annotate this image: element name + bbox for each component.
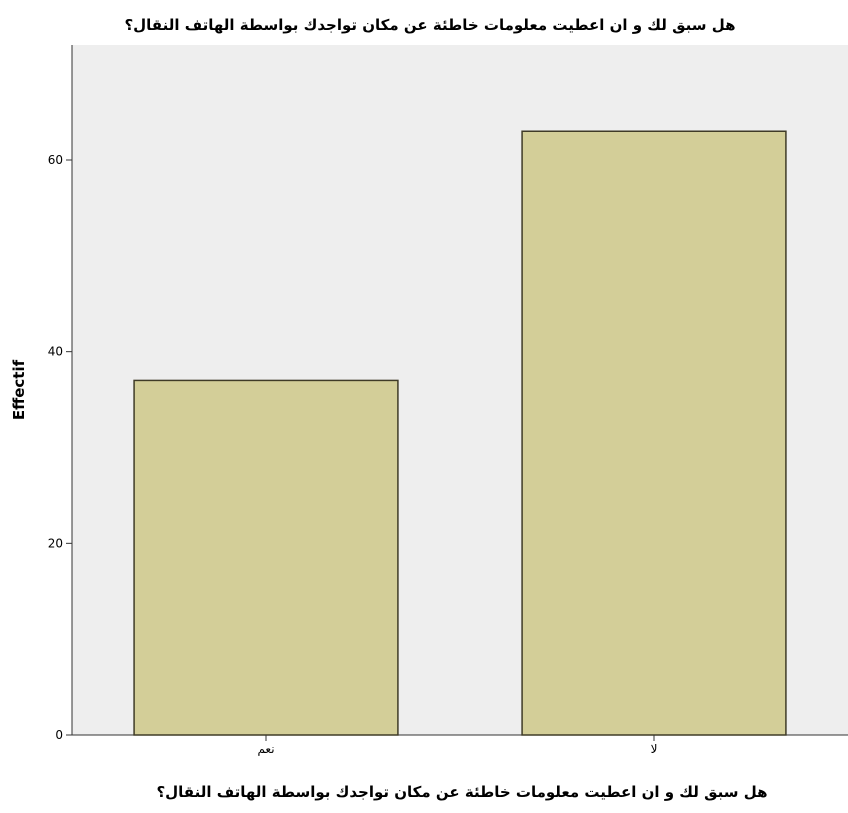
- bar-2: [521, 130, 787, 736]
- x-tick-label: نعم: [257, 742, 274, 756]
- y-tick-label: 60: [48, 153, 63, 167]
- x-axis-label: هل سبق لك و ان اعطيت معلومات خاطئة عن مك…: [156, 783, 767, 801]
- y-tick-label: 40: [48, 345, 63, 359]
- chart-title: هل سبق لك و ان اعطيت معلومات خاطئة عن مك…: [124, 16, 735, 34]
- x-tick-label: لا: [651, 742, 658, 756]
- y-tick-label: 20: [48, 536, 63, 550]
- y-ticks: 0 20 40 60: [48, 153, 72, 742]
- bars: [133, 130, 787, 736]
- y-axis-label: Effectif: [10, 359, 28, 420]
- x-ticks: نعم لا: [257, 735, 657, 756]
- y-tick-label: 0: [55, 728, 63, 742]
- bar-1: [133, 379, 399, 736]
